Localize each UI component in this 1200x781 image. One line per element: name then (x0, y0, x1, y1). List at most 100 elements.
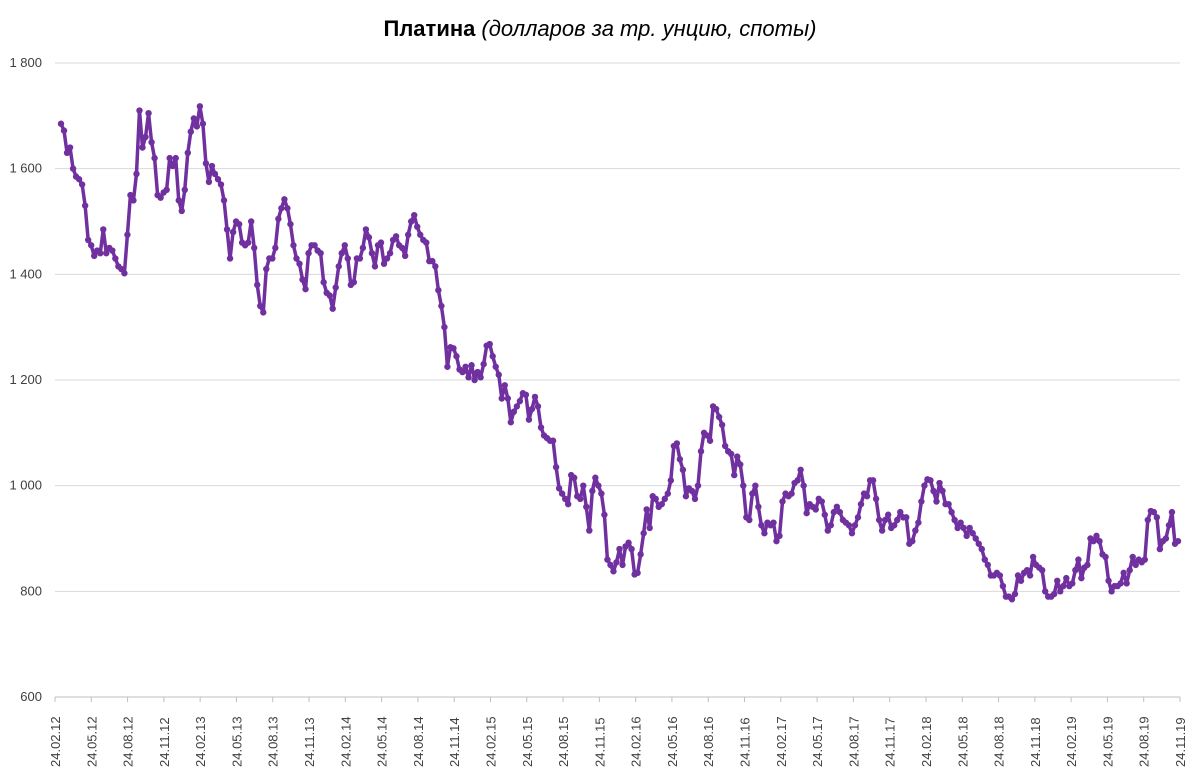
y-tick-label: 1 800 (9, 55, 42, 70)
data-point (275, 215, 282, 223)
data-point (945, 500, 952, 508)
data-point (936, 479, 943, 487)
data-point (878, 527, 886, 534)
data-point (770, 519, 777, 526)
data-point (513, 403, 521, 410)
data-point (287, 220, 294, 228)
x-tick-label: 24.05.17 (810, 716, 825, 767)
data-point (1120, 569, 1127, 577)
data-point (634, 569, 641, 577)
x-tick-label: 24.11.13 (302, 717, 317, 767)
data-point (465, 374, 472, 381)
data-point (290, 242, 297, 249)
data-point (109, 247, 116, 254)
data-point (607, 561, 614, 569)
data-point (121, 270, 128, 277)
data-point (718, 421, 726, 429)
data-point (130, 197, 137, 204)
data-point (133, 170, 140, 178)
data-point (731, 471, 738, 479)
x-tick-label: 24.11.17 (883, 717, 898, 767)
data-point (800, 482, 807, 489)
x-tick-label: 24.05.14 (375, 716, 390, 767)
data-point (468, 362, 475, 369)
data-point (531, 393, 539, 401)
data-point (930, 487, 937, 495)
data-point (142, 133, 149, 141)
data-point (803, 509, 810, 517)
data-point (1129, 553, 1136, 561)
x-tick-label: 24.02.17 (774, 716, 789, 767)
data-point (628, 545, 635, 553)
data-point (398, 244, 406, 252)
data-point (344, 255, 351, 262)
data-point (486, 340, 493, 348)
data-point (933, 498, 940, 505)
data-point (404, 231, 412, 238)
data-point (103, 250, 110, 257)
data-point (57, 120, 65, 127)
data-point (1041, 588, 1049, 595)
data-point (586, 527, 593, 534)
data-point (854, 514, 862, 521)
data-point (293, 255, 300, 262)
data-point (1072, 567, 1079, 574)
data-point (1096, 537, 1103, 545)
data-point (812, 506, 819, 513)
data-point (948, 508, 955, 516)
data-point (658, 500, 665, 508)
data-point (1054, 577, 1061, 584)
data-point (175, 197, 182, 204)
data-point (1174, 537, 1182, 545)
data-point (549, 437, 557, 444)
data-point (151, 154, 158, 162)
data-point (643, 506, 650, 513)
data-point (229, 228, 237, 236)
data-point (320, 279, 327, 286)
data-point (715, 413, 723, 421)
data-point (1069, 580, 1076, 587)
data-point (1132, 561, 1139, 569)
data-point (981, 556, 988, 563)
data-point (758, 522, 765, 529)
data-point (202, 160, 210, 167)
x-tick-label: 24.11.14 (447, 717, 462, 767)
data-point (821, 511, 828, 518)
data-point (537, 424, 545, 431)
data-point (788, 490, 795, 497)
data-point (558, 490, 566, 497)
data-point (501, 382, 508, 389)
data-point (679, 466, 687, 474)
data-point (975, 540, 982, 547)
y-tick-label: 1 600 (9, 161, 42, 176)
data-point (199, 120, 207, 127)
data-point (112, 255, 119, 262)
chart-title: Платина (долларов за тр. унцию, споты) (384, 16, 817, 41)
data-point (91, 252, 98, 260)
x-tick-label: 24.11.12 (157, 717, 172, 767)
data-point (386, 250, 394, 257)
data-point (217, 181, 225, 188)
data-point (728, 450, 735, 458)
data-point (87, 242, 95, 249)
data-point (848, 530, 856, 537)
data-point (667, 477, 675, 484)
data-point (220, 197, 228, 204)
data-point (1023, 567, 1031, 574)
x-tick-label: 24.05.18 (955, 716, 970, 767)
data-point (498, 395, 505, 402)
data-point (462, 363, 469, 370)
data-point (682, 493, 690, 500)
data-point (178, 207, 185, 215)
data-point (577, 495, 584, 503)
data-point (999, 582, 1007, 590)
data-point (516, 397, 524, 405)
data-point (356, 255, 364, 262)
data-point (305, 250, 312, 257)
data-point (254, 281, 261, 289)
data-point (66, 144, 74, 151)
data-point (169, 162, 176, 170)
data-point (380, 260, 388, 267)
data-point (362, 226, 370, 233)
